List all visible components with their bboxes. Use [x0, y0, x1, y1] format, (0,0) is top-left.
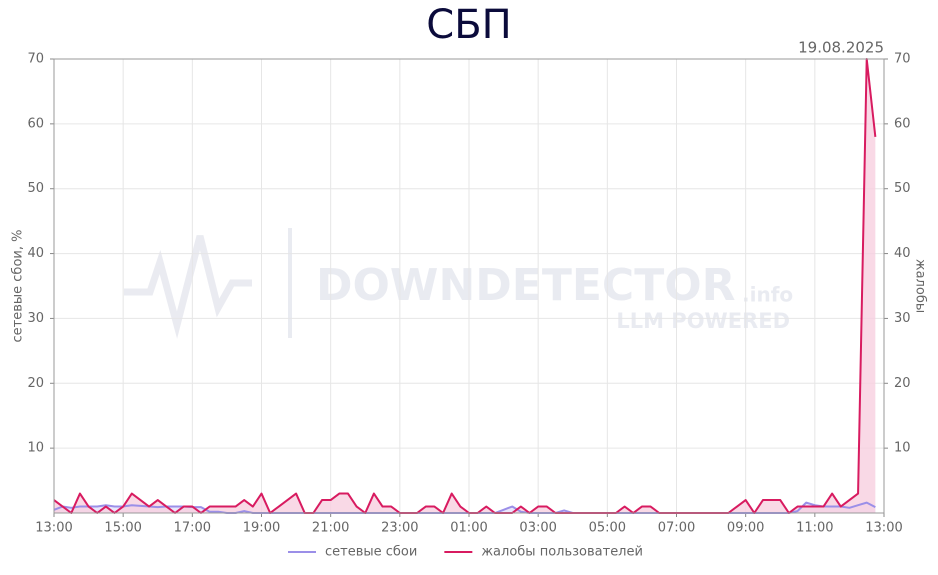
y-tick-label: 50: [27, 181, 44, 196]
x-tick-label: 17:00: [174, 521, 211, 536]
y-tick-label: 20: [27, 376, 44, 391]
y-tick-label: 30: [27, 311, 44, 326]
y2-tick-label: 50: [894, 181, 911, 196]
x-tick-label: 23:00: [381, 521, 418, 536]
series-line: [53, 58, 877, 514]
y2-tick-label: 10: [894, 441, 911, 456]
legend-label: жалобы пользователей: [481, 545, 643, 560]
x-tick-label: 13:00: [865, 521, 902, 536]
legend-label: сетевые сбои: [325, 545, 417, 560]
y2-tick-label: 30: [894, 311, 911, 326]
date-annotation: 19.08.2025: [798, 39, 884, 57]
x-tick-label: 03:00: [519, 521, 556, 536]
plot: 10 20 30 40 50 60 70 10 20 30 40 50 60 70 13:00 15:00 17…: [27, 52, 910, 560]
plot-frame: [53, 58, 885, 514]
x-tick-label: 11:00: [796, 521, 833, 536]
y2-tick-label: 40: [894, 246, 911, 261]
x-tick-label: 15:00: [104, 521, 141, 536]
chart-title: СБП: [426, 2, 511, 48]
y2-tick-label: 20: [894, 376, 911, 391]
y2-axis-label: жалобы: [913, 259, 928, 313]
y-tick-label: 70: [27, 52, 44, 67]
x-tick-label: 13:00: [35, 521, 72, 536]
x-tick-label: 07:00: [658, 521, 695, 536]
watermark-tagline: LLM POWERED: [616, 309, 790, 333]
y-tick-label: 10: [27, 441, 44, 456]
watermark-text: DOWNDETECTOR: [316, 260, 736, 311]
x-tick-label: 21:00: [312, 521, 349, 536]
watermark: DOWNDETECTOR .info LLM POWERED: [124, 228, 793, 339]
y2-tick-label: 60: [894, 116, 911, 131]
x-tick-label: 09:00: [727, 521, 764, 536]
watermark-suffix: .info: [742, 283, 793, 307]
y-tick-label: 60: [27, 116, 44, 131]
x-tick-label: 01:00: [450, 521, 487, 536]
x-tick-label: 05:00: [589, 521, 626, 536]
x-tick-label: 19:00: [243, 521, 280, 536]
y2-tick-label: 70: [894, 52, 911, 67]
watermark-logo: [124, 235, 252, 339]
y-tick-label: 40: [27, 246, 44, 261]
y-axis-label: сетевые сбои, %: [11, 230, 26, 343]
